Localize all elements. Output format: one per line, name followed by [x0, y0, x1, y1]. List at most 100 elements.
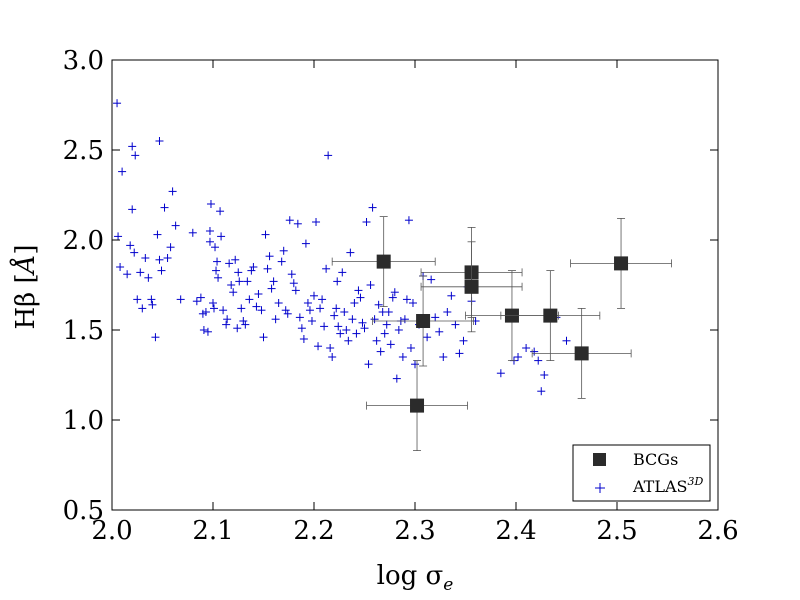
atlas-point — [310, 291, 318, 300]
atlas-point — [209, 299, 217, 307]
atlas-point — [459, 336, 468, 345]
atlas-point — [123, 270, 132, 279]
atlas-point — [213, 257, 222, 266]
atlas-point — [163, 254, 172, 262]
atlas-point — [113, 99, 122, 108]
atlas-point — [212, 266, 221, 275]
atlas-point — [279, 246, 288, 255]
atlas-point — [372, 336, 381, 345]
x-tick-label: 2.3 — [394, 516, 435, 546]
legend-atlas-label-main: ATLAS — [632, 477, 688, 496]
atlas-point — [274, 299, 283, 307]
atlas-point — [263, 264, 272, 273]
atlas-point — [514, 353, 523, 361]
atlas-point — [211, 243, 220, 252]
atlas-point — [222, 320, 231, 329]
atlas-point — [338, 268, 347, 277]
plot-frame — [111, 59, 719, 511]
atlas-point — [229, 288, 238, 297]
atlas-point — [374, 300, 383, 309]
atlas-point — [496, 369, 505, 378]
atlas-point — [233, 324, 242, 333]
atlas-point — [301, 239, 310, 248]
atlas-point — [245, 295, 254, 304]
y-tick-label: 0.5 — [63, 496, 104, 526]
atlas-point — [443, 308, 452, 316]
atlas-point — [322, 264, 331, 273]
atlas-point — [196, 293, 205, 302]
atlas-point — [303, 299, 312, 307]
atlas-point — [157, 266, 166, 275]
atlas-point — [219, 306, 228, 315]
bcg-marker — [410, 398, 425, 413]
atlas-point — [411, 360, 419, 369]
atlas-point — [231, 255, 240, 264]
atlas-point — [116, 263, 125, 271]
x-tick-label: 2.6 — [697, 516, 738, 546]
atlas-point — [210, 304, 219, 313]
atlas-point — [330, 311, 339, 320]
atlas-point — [297, 324, 306, 333]
atlas-point — [241, 320, 250, 329]
legend-atlas-marker — [595, 483, 605, 493]
atlas-point — [334, 322, 343, 331]
x-axis-label-main: log σ — [377, 561, 444, 591]
bcg-point — [366, 360, 468, 452]
y-axis-label-unit: Å — [9, 255, 41, 277]
atlas-point — [394, 326, 403, 334]
atlas-point — [267, 284, 276, 293]
atlas-point — [314, 342, 323, 351]
x-tick-label: 2.4 — [495, 516, 536, 546]
atlas-point — [354, 286, 363, 295]
bcg-marker — [416, 314, 431, 328]
atlas-point — [522, 344, 531, 352]
bcg-point — [500, 270, 601, 362]
atlas-point — [205, 237, 214, 246]
atlas-point — [455, 349, 464, 358]
atlas-point — [252, 302, 261, 311]
atlas-point — [249, 263, 258, 271]
atlas-point — [148, 300, 157, 309]
atlas-point — [128, 205, 137, 214]
y-axis-label-main: Hβ [ — [11, 273, 41, 329]
y-tick-label: 3.0 — [63, 46, 104, 76]
atlas-point — [141, 254, 150, 262]
atlas-point — [136, 268, 145, 277]
atlas-point — [318, 295, 327, 304]
atlas-point — [257, 306, 266, 315]
atlas-point — [269, 277, 278, 286]
x-axis-label: log σe — [377, 561, 454, 595]
atlas-point — [328, 353, 337, 361]
atlas-point — [439, 353, 448, 361]
x-tick-label: 2.1 — [192, 516, 233, 546]
legend-atlas-label-sup: 3D — [688, 475, 704, 488]
atlas-point — [404, 216, 413, 225]
atlas-point — [392, 374, 401, 383]
legend: BCGs ATLAS3D — [572, 444, 711, 502]
bcg-marker — [376, 254, 391, 269]
atlas-series — [113, 99, 571, 396]
atlas-point — [350, 299, 359, 307]
y-axis-label: Hβ [Å] — [9, 244, 41, 329]
y-tick-label: 2.5 — [63, 136, 104, 166]
atlas-point — [316, 304, 325, 313]
atlas-point — [247, 266, 256, 275]
axis-ticks: 2.0 2.1 2.2 2.3 2.4 2.5 2.6 0.5 1.0 1.5 2.0 2.5 3.0 — [63, 46, 739, 546]
atlas-point — [206, 200, 215, 208]
atlas-point — [283, 309, 292, 318]
atlas-point — [534, 356, 543, 365]
atlas-point — [352, 329, 361, 338]
atlas-point — [281, 306, 290, 315]
atlas-point — [384, 308, 393, 316]
plot-area — [112, 60, 718, 510]
atlas-point — [390, 288, 399, 297]
atlas-point — [362, 218, 371, 226]
atlas-point — [530, 347, 539, 356]
y-axis-label-close: ] — [11, 244, 41, 254]
bcg-point — [570, 217, 672, 309]
atlas-point — [216, 207, 225, 216]
atlas-point — [382, 320, 391, 329]
atlas-point — [447, 291, 456, 300]
atlas-point — [155, 137, 164, 145]
y-tick-label: 1.5 — [63, 316, 104, 346]
